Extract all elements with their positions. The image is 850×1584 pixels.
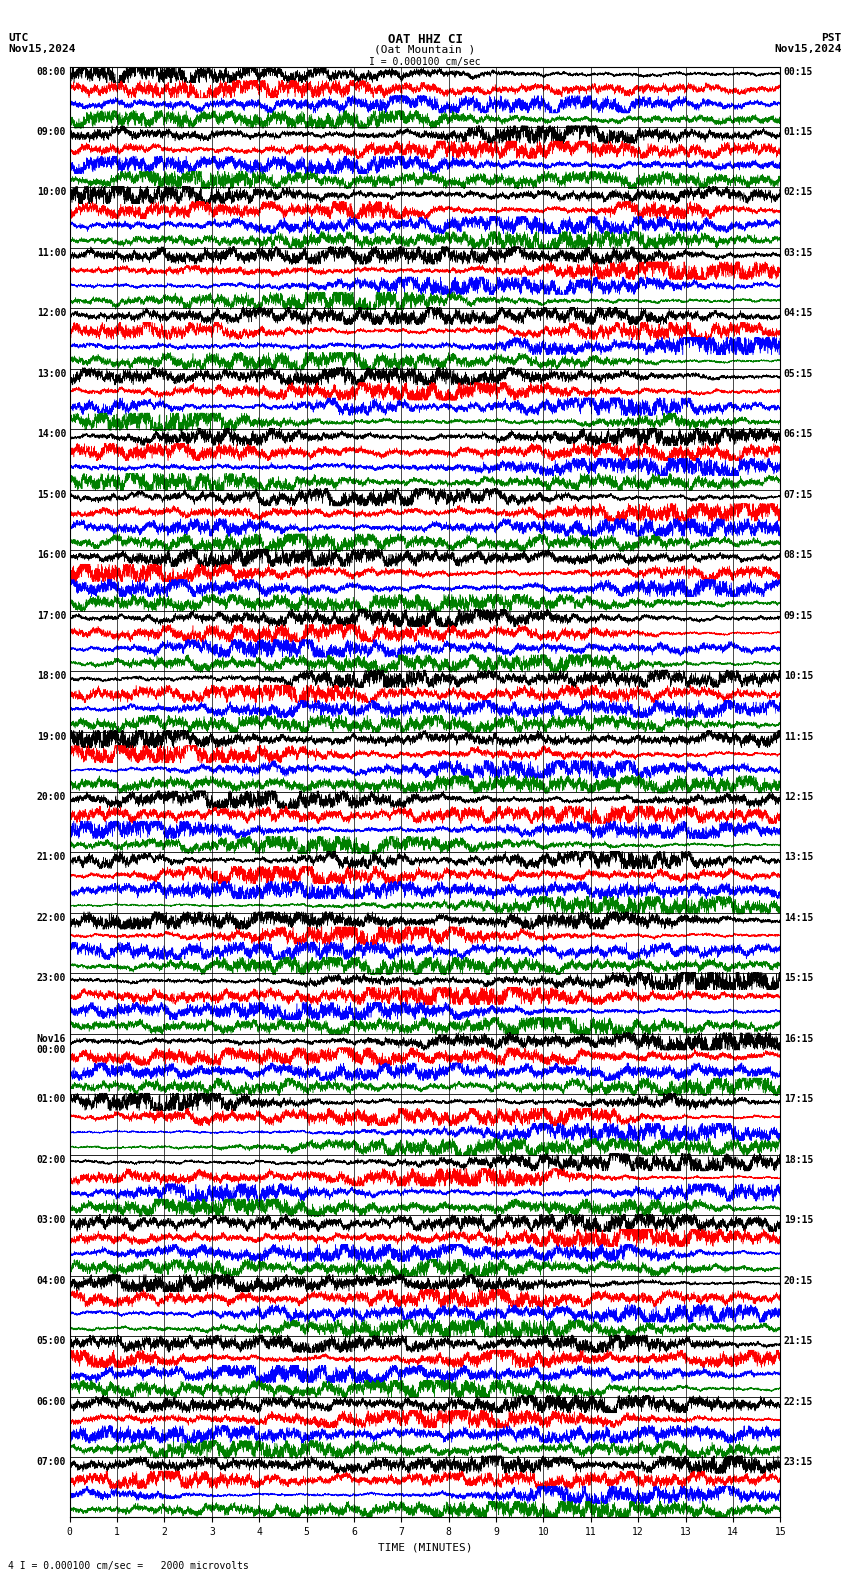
Text: 12:00: 12:00 (37, 309, 66, 318)
Text: 14:15: 14:15 (784, 912, 813, 923)
Text: (Oat Mountain ): (Oat Mountain ) (374, 44, 476, 54)
Text: 10:15: 10:15 (784, 672, 813, 681)
Text: I = 0.000100 cm/sec: I = 0.000100 cm/sec (369, 57, 481, 67)
Text: 22:15: 22:15 (784, 1397, 813, 1407)
Text: 11:15: 11:15 (784, 732, 813, 741)
Text: 18:00: 18:00 (37, 672, 66, 681)
Text: 08:00: 08:00 (37, 67, 66, 76)
Text: 16:00: 16:00 (37, 550, 66, 561)
Text: 05:15: 05:15 (784, 369, 813, 379)
Text: 05:00: 05:00 (37, 1335, 66, 1346)
Text: UTC: UTC (8, 33, 29, 43)
Text: 16:15: 16:15 (784, 1034, 813, 1044)
Text: 13:00: 13:00 (37, 369, 66, 379)
Text: 01:00: 01:00 (37, 1095, 66, 1104)
Text: Nov15,2024: Nov15,2024 (8, 44, 76, 54)
Text: 12:15: 12:15 (784, 792, 813, 802)
Text: Nov16
00:00: Nov16 00:00 (37, 1034, 66, 1055)
Text: 10:00: 10:00 (37, 187, 66, 198)
Text: 17:15: 17:15 (784, 1095, 813, 1104)
Text: 03:00: 03:00 (37, 1215, 66, 1224)
Text: 02:00: 02:00 (37, 1155, 66, 1164)
Text: 01:15: 01:15 (784, 127, 813, 136)
Text: 17:00: 17:00 (37, 610, 66, 621)
Text: 23:15: 23:15 (784, 1457, 813, 1467)
Text: 15:15: 15:15 (784, 973, 813, 984)
Text: 11:00: 11:00 (37, 247, 66, 258)
Text: 03:15: 03:15 (784, 247, 813, 258)
Text: 13:15: 13:15 (784, 852, 813, 862)
Text: OAT HHZ CI: OAT HHZ CI (388, 33, 462, 46)
Text: 21:00: 21:00 (37, 852, 66, 862)
Text: 19:00: 19:00 (37, 732, 66, 741)
Text: 20:15: 20:15 (784, 1275, 813, 1286)
Text: 06:15: 06:15 (784, 429, 813, 439)
Text: 06:00: 06:00 (37, 1397, 66, 1407)
Text: 07:00: 07:00 (37, 1457, 66, 1467)
Text: 09:15: 09:15 (784, 610, 813, 621)
Text: 00:15: 00:15 (784, 67, 813, 76)
Text: 20:00: 20:00 (37, 792, 66, 802)
X-axis label: TIME (MINUTES): TIME (MINUTES) (377, 1543, 473, 1552)
Text: 09:00: 09:00 (37, 127, 66, 136)
Text: 4 I = 0.000100 cm/sec =   2000 microvolts: 4 I = 0.000100 cm/sec = 2000 microvolts (8, 1562, 249, 1571)
Text: Nov15,2024: Nov15,2024 (774, 44, 842, 54)
Text: 22:00: 22:00 (37, 912, 66, 923)
Text: 15:00: 15:00 (37, 489, 66, 499)
Text: 14:00: 14:00 (37, 429, 66, 439)
Text: 23:00: 23:00 (37, 973, 66, 984)
Text: PST: PST (821, 33, 842, 43)
Text: 18:15: 18:15 (784, 1155, 813, 1164)
Text: 02:15: 02:15 (784, 187, 813, 198)
Text: 04:15: 04:15 (784, 309, 813, 318)
Text: 08:15: 08:15 (784, 550, 813, 561)
Text: 19:15: 19:15 (784, 1215, 813, 1224)
Text: 04:00: 04:00 (37, 1275, 66, 1286)
Text: 07:15: 07:15 (784, 489, 813, 499)
Text: 21:15: 21:15 (784, 1335, 813, 1346)
